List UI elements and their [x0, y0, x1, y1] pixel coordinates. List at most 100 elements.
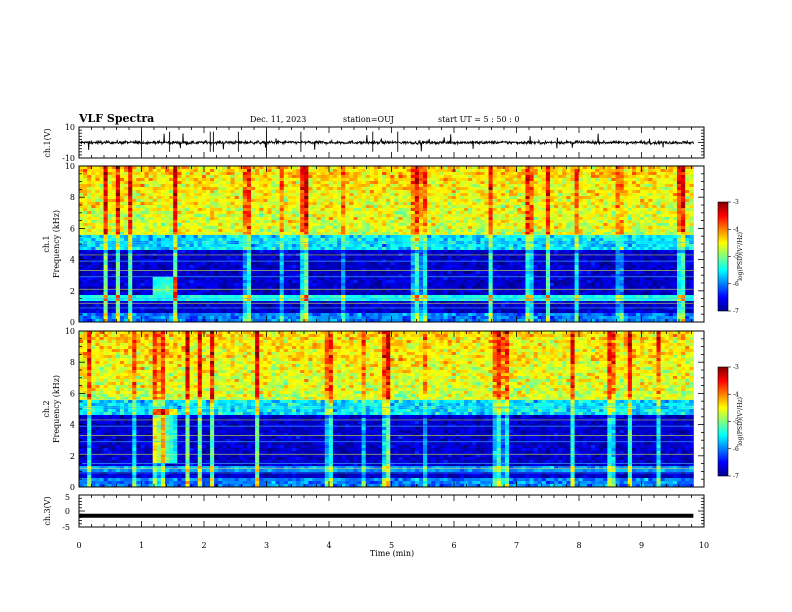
heatmap-cell	[161, 226, 166, 229]
heatmap-cell	[145, 277, 150, 280]
heatmap-cell	[317, 196, 322, 199]
heatmap-cell	[243, 292, 248, 295]
heatmap-cell	[398, 193, 403, 196]
heatmap-cell	[288, 259, 293, 262]
heatmap-cell	[177, 172, 182, 175]
heatmap-cell	[116, 190, 121, 193]
heatmap-cell	[120, 250, 125, 253]
heatmap-cell	[87, 304, 92, 307]
heatmap-cell	[292, 277, 297, 280]
heatmap-cell	[181, 301, 186, 304]
heatmap-cell	[132, 202, 137, 205]
heatmap-cell	[378, 280, 383, 283]
heatmap-cell	[202, 172, 207, 175]
heatmap-cell	[452, 238, 457, 241]
heatmap-cell	[251, 229, 256, 232]
heatmap-cell	[419, 172, 424, 175]
heatmap-cell	[349, 235, 354, 238]
heatmap-cell	[329, 181, 334, 184]
heatmap-cell	[206, 214, 211, 217]
heatmap-cell	[161, 187, 166, 190]
heatmap-cell	[157, 307, 162, 310]
heatmap-cell	[194, 211, 199, 214]
heatmap-cell	[325, 250, 330, 253]
heatmap-cell	[325, 205, 330, 208]
heatmap-cell	[288, 310, 293, 313]
heatmap-cell	[263, 214, 268, 217]
heatmap-cell	[87, 292, 92, 295]
heatmap-cell	[206, 295, 211, 298]
heatmap-cell	[206, 259, 211, 262]
heatmap-cell	[112, 217, 117, 220]
heatmap-cell	[403, 181, 408, 184]
heatmap-cell	[161, 256, 166, 259]
heatmap-cell	[308, 313, 313, 316]
heatmap-cell	[276, 184, 281, 187]
heatmap-cell	[108, 313, 113, 316]
heatmap-cell	[341, 235, 346, 238]
heatmap-cell	[173, 304, 178, 307]
heatmap-cell	[280, 175, 285, 178]
heatmap-cell	[198, 256, 203, 259]
heatmap-cell	[239, 307, 244, 310]
heatmap-cell	[226, 190, 231, 193]
heatmap-cell	[308, 238, 313, 241]
heatmap-cell	[435, 184, 440, 187]
heatmap-cell	[423, 208, 428, 211]
heatmap-cell	[251, 301, 256, 304]
heatmap-cell	[177, 190, 182, 193]
heatmap-cell	[411, 187, 416, 190]
heatmap-cell	[370, 313, 375, 316]
heatmap-cell	[169, 307, 174, 310]
heatmap-cell	[272, 166, 277, 169]
heatmap-cell	[231, 196, 236, 199]
heatmap-cell	[296, 187, 301, 190]
heatmap-cell	[304, 310, 309, 313]
heatmap-cell	[83, 178, 88, 181]
heatmap-cell	[255, 316, 260, 319]
heatmap-cell	[444, 214, 449, 217]
heatmap-cell	[161, 220, 166, 223]
heatmap-cell	[390, 316, 395, 319]
heatmap-cell	[398, 187, 403, 190]
heatmap-cell	[374, 235, 379, 238]
heatmap-cell	[247, 181, 252, 184]
heatmap-cell	[181, 295, 186, 298]
heatmap-cell	[386, 244, 391, 247]
heatmap-cell	[222, 193, 227, 196]
heatmap-cell	[341, 226, 346, 229]
heatmap-cell	[198, 313, 203, 316]
heatmap-cell	[87, 172, 92, 175]
heatmap-cell	[120, 169, 125, 172]
heatmap-cell	[91, 313, 96, 316]
heatmap-cell	[394, 214, 399, 217]
heatmap-cell	[218, 316, 223, 319]
heatmap-cell	[124, 283, 129, 286]
heatmap-cell	[325, 211, 330, 214]
heatmap-cell	[419, 292, 424, 295]
heatmap-cell	[304, 223, 309, 226]
heatmap-cell	[435, 283, 440, 286]
heatmap-cell	[99, 226, 104, 229]
heatmap-cell	[460, 190, 465, 193]
heatmap-cell	[177, 214, 182, 217]
heatmap-cell	[378, 178, 383, 181]
heatmap-cell	[411, 235, 416, 238]
heatmap-cell	[239, 256, 244, 259]
heatmap-cell	[185, 172, 190, 175]
heatmap-cell	[202, 271, 207, 274]
heatmap-cell	[149, 316, 154, 319]
heatmap-cell	[378, 208, 383, 211]
heatmap-cell	[149, 172, 154, 175]
heatmap-cell	[296, 235, 301, 238]
heatmap-cell	[444, 169, 449, 172]
heatmap-cell	[452, 172, 457, 175]
heatmap-cell	[267, 310, 272, 313]
heatmap-cell	[435, 313, 440, 316]
heatmap-cell	[161, 175, 166, 178]
heatmap-cell	[280, 205, 285, 208]
heatmap-cell	[173, 172, 178, 175]
heatmap-cell	[415, 178, 420, 181]
heatmap-cell	[124, 244, 129, 247]
heatmap-cell	[292, 292, 297, 295]
